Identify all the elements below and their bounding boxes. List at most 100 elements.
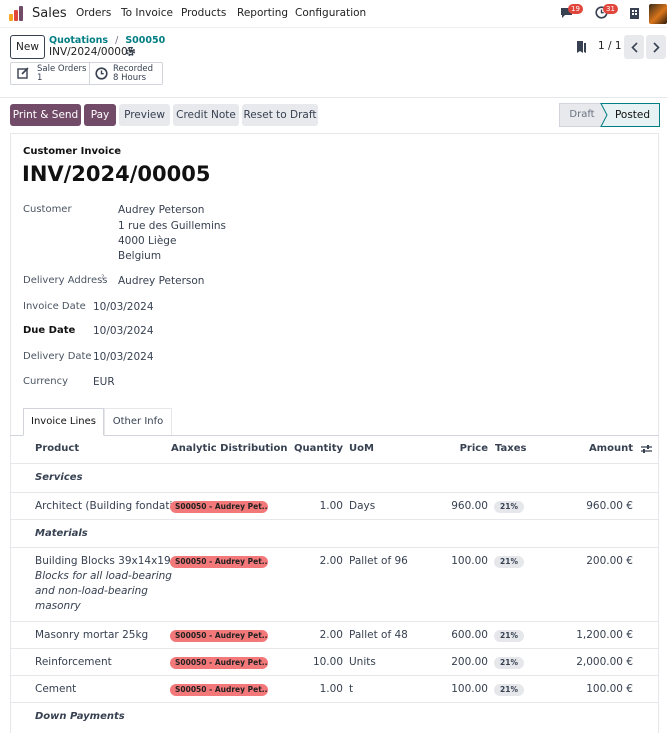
line-price[interactable]: 100.00 [451, 555, 488, 567]
tab-other-info[interactable]: Other Info [104, 408, 172, 435]
analytic-tag[interactable]: S00050 - Audrey Pet... [170, 630, 268, 642]
analytic-tag[interactable]: S00050 - Audrey Pet... [170, 501, 268, 513]
row-divider [10, 648, 659, 649]
invoice-date-field[interactable]: 10/03/2024 [93, 301, 154, 313]
sale-orders-smart-button[interactable]: Sale Orders 1 [11, 63, 89, 84]
line-product[interactable]: Reinforcement [35, 656, 112, 668]
company-switch-icon[interactable] [630, 8, 639, 22]
attachment-icon[interactable] [575, 40, 587, 57]
analytic-tag[interactable]: S00050 - Audrey Pet... [170, 556, 268, 568]
line-product[interactable]: Building Blocks 39x14x19cm [35, 555, 187, 567]
tax-badge[interactable]: 21% [494, 657, 524, 669]
new-button[interactable]: New [10, 35, 45, 59]
sale-orders-count: 1 [37, 73, 43, 83]
line-uom[interactable]: Units [349, 656, 376, 668]
line-description: Blocks for all load-bearing [35, 570, 172, 582]
section-services: Services [35, 472, 83, 483]
row-divider [10, 547, 659, 548]
line-description: masonry [35, 600, 81, 612]
line-quantity[interactable]: 2.00 [319, 629, 343, 641]
breadcrumb-order[interactable]: S00050 [125, 35, 166, 46]
pager-value[interactable]: 1 / 1 [598, 40, 622, 52]
smart-buttons-box [10, 62, 163, 85]
currency-field[interactable]: EUR [93, 376, 115, 388]
sale-orders-label: Sale Orders [37, 64, 87, 74]
edit-icon [17, 67, 29, 79]
app-name[interactable]: Sales [32, 6, 67, 21]
header-price[interactable]: Price [459, 443, 488, 454]
line-price[interactable]: 960.00 [451, 500, 488, 512]
header-amount[interactable]: Amount [588, 443, 633, 454]
pay-button[interactable]: Pay [84, 104, 116, 126]
delivery-date-field[interactable]: 10/03/2024 [93, 351, 154, 363]
help-tooltip-icon[interactable]: ? [101, 273, 105, 281]
analytic-tag[interactable]: S00050 - Audrey Pet... [170, 684, 268, 696]
tax-badge[interactable]: 21% [494, 501, 524, 513]
invoice-date-label: Invoice Date [23, 301, 86, 312]
line-product[interactable]: Architect (Building fondatio... [35, 500, 189, 512]
invoice-number: INV/2024/00005 [22, 162, 211, 186]
analytic-tag[interactable]: S00050 - Audrey Pet... [170, 657, 268, 669]
user-avatar[interactable] [649, 4, 667, 24]
pager-prev-button[interactable] [624, 35, 644, 59]
row-divider [10, 675, 659, 676]
tax-badge[interactable]: 21% [494, 556, 524, 568]
line-uom[interactable]: Days [349, 500, 376, 512]
line-quantity[interactable]: 10.00 [312, 656, 343, 668]
sales-app-icon[interactable] [9, 5, 25, 21]
line-uom[interactable]: t [349, 683, 354, 695]
menu-products[interactable]: Products [181, 7, 227, 19]
row-divider [10, 463, 659, 464]
line-quantity[interactable]: 1.00 [319, 500, 343, 512]
breadcrumb-separator: / [115, 35, 119, 46]
chevron-left-icon [630, 41, 638, 53]
row-divider [10, 702, 659, 703]
credit-note-button[interactable]: Credit Note [173, 104, 239, 126]
gear-icon[interactable] [125, 46, 136, 60]
line-quantity[interactable]: 1.00 [319, 683, 343, 695]
header-product[interactable]: Product [35, 443, 80, 454]
preview-button[interactable]: Preview [119, 104, 170, 126]
line-price[interactable]: 600.00 [451, 629, 488, 641]
status-draft[interactable]: Draft [569, 109, 595, 120]
header-taxes[interactable]: Taxes [495, 443, 527, 454]
line-price[interactable]: 200.00 [451, 656, 488, 668]
line-product[interactable]: Masonry mortar 25kg [35, 629, 149, 641]
header-quantity[interactable]: Quantity [294, 443, 343, 454]
line-price[interactable]: 100.00 [451, 683, 488, 695]
status-posted[interactable]: Posted [614, 109, 651, 121]
header-analytic[interactable]: Analytic Distribution [171, 443, 288, 454]
customer-address-line1: 1 rue des Guillemins [118, 220, 226, 232]
menu-orders[interactable]: Orders [76, 7, 112, 19]
recorded-hours-smart-button[interactable]: Recorded 8 Hours [90, 63, 162, 84]
clock-icon [95, 67, 108, 80]
delivery-address-value[interactable]: Audrey Peterson [118, 275, 205, 287]
row-divider [10, 621, 659, 622]
tax-badge[interactable]: 21% [494, 684, 524, 696]
status-bar: Draft Posted [559, 103, 660, 127]
menu-to-invoice[interactable]: To Invoice [121, 7, 173, 19]
line-quantity[interactable]: 2.00 [319, 555, 343, 567]
tab-invoice-lines[interactable]: Invoice Lines [23, 408, 104, 436]
customer-label: Customer [23, 204, 72, 215]
line-uom[interactable]: Pallet of 48 [349, 629, 408, 641]
header-uom[interactable]: UoM [349, 443, 374, 454]
print-send-button[interactable]: Print & Send [10, 104, 81, 126]
invoice-sheet [10, 133, 659, 733]
breadcrumb-quotations[interactable]: Quotations [49, 35, 109, 46]
chevron-right-icon [652, 41, 660, 53]
recorded-label: Recorded [113, 64, 153, 74]
column-settings-icon[interactable] [641, 444, 652, 457]
menu-configuration[interactable]: Configuration [295, 7, 367, 19]
customer-name[interactable]: Audrey Peterson [118, 204, 205, 216]
tax-badge[interactable]: 21% [494, 630, 524, 642]
section-materials: Materials [35, 528, 88, 539]
invoice-type: Customer Invoice [23, 146, 122, 157]
line-uom[interactable]: Pallet of 96 [349, 555, 408, 567]
reset-to-draft-button[interactable]: Reset to Draft [242, 104, 318, 126]
chat-badge: 19 [568, 4, 583, 14]
menu-reporting[interactable]: Reporting [237, 7, 289, 19]
line-product[interactable]: Cement [35, 683, 77, 695]
due-date-field[interactable]: 10/03/2024 [93, 325, 154, 337]
pager-next-button[interactable] [646, 35, 666, 59]
